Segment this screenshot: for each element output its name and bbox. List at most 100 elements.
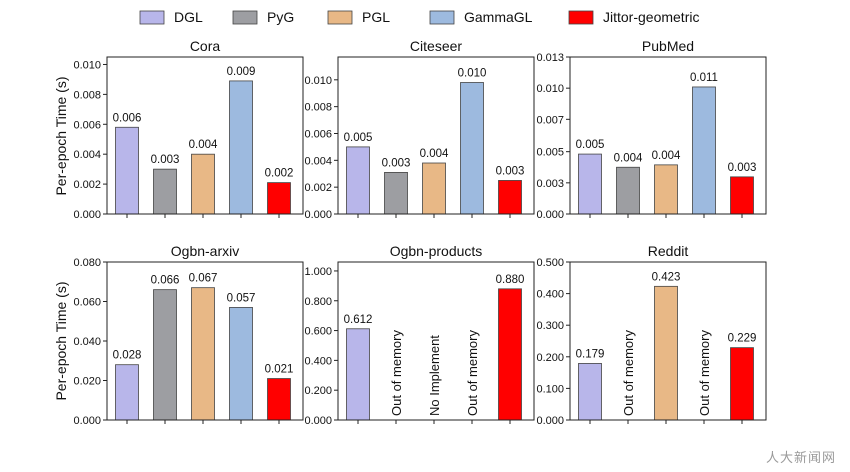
bar-value-label: 0.880 <box>496 274 525 286</box>
bar <box>498 288 522 421</box>
bar-value-label: 0.057 <box>227 292 256 304</box>
y-tick-label: 0.500 <box>536 257 564 269</box>
bar-value-label: 0.004 <box>652 150 681 162</box>
bar <box>191 287 215 421</box>
y-tick-label: 0.060 <box>73 297 101 309</box>
y-tick-label: 0.800 <box>304 296 332 308</box>
legend-label: PGL <box>362 9 390 25</box>
y-tick-label: 0.004 <box>304 155 332 167</box>
bar <box>384 172 408 215</box>
bar-value-label: 0.003 <box>151 154 180 166</box>
legend-label: DGL <box>174 9 203 25</box>
y-tick-label: 0.080 <box>73 257 101 269</box>
panel-title: PubMed <box>642 38 694 54</box>
bar <box>267 378 291 421</box>
bar-value-label: 0.612 <box>344 314 373 326</box>
bar <box>422 162 446 215</box>
bar <box>692 86 716 215</box>
bar-value-label: 0.004 <box>420 148 449 160</box>
bar-value-label: 0.179 <box>576 348 605 360</box>
bar-status-label: No Implement <box>427 335 442 416</box>
bar-value-label: 0.003 <box>496 165 525 177</box>
y-tick-label: 0.010 <box>304 75 332 87</box>
bar-value-label: 0.028 <box>113 350 142 362</box>
y-tick-label: 0.007 <box>536 114 564 126</box>
y-tick-label: 0.004 <box>73 149 101 161</box>
bar-value-label: 0.003 <box>382 157 411 169</box>
panel-title: Cora <box>190 38 221 54</box>
y-tick-label: 0.100 <box>536 383 564 395</box>
y-tick-label: 0.000 <box>536 415 564 427</box>
bar-value-label: 0.066 <box>151 275 180 287</box>
bar <box>730 347 754 421</box>
axes-frame <box>337 261 535 421</box>
bar <box>229 80 253 215</box>
axes-frame <box>337 56 535 215</box>
bar-value-label: 0.067 <box>189 273 218 285</box>
y-tick-label: 0.400 <box>536 289 564 301</box>
y-tick-label: 1.000 <box>304 266 332 278</box>
bar-value-label: 0.006 <box>113 112 142 124</box>
legend-swatch <box>139 10 165 25</box>
panel-title: Ogbn-products <box>390 243 483 259</box>
bar-value-label: 0.002 <box>265 168 294 180</box>
bar <box>616 166 640 215</box>
y-tick-label: 0.400 <box>304 355 332 367</box>
bar-value-label: 0.021 <box>265 364 294 376</box>
y-tick-label: 0.000 <box>304 415 332 427</box>
y-tick-label: 0.020 <box>73 376 101 388</box>
y-tick-label: 0.000 <box>536 209 564 221</box>
panel-title: Reddit <box>648 243 689 259</box>
bar <box>115 364 139 421</box>
panel-reddit: Reddit 0.000 0.100 0.200 0.300 0.400 0.500 0.17… <box>536 243 767 427</box>
legend-swatch <box>429 10 455 25</box>
legend-label: GammaGL <box>464 9 533 25</box>
bar-value-label: 0.004 <box>614 152 643 164</box>
bar <box>578 363 602 421</box>
y-tick-label: 0.006 <box>73 119 101 131</box>
bar <box>498 180 522 215</box>
bar-value-label: 0.003 <box>728 162 757 174</box>
y-tick-label: 0.003 <box>536 178 564 190</box>
legend-label: Jittor-geometric <box>603 9 699 25</box>
bar <box>578 153 602 215</box>
plots: Cora 0.000 0.002 0.004 0.006 0.008 0.010 0.006 0… <box>53 38 767 427</box>
bar <box>267 182 291 215</box>
bar <box>153 168 177 215</box>
bar-status-label: Out of memory <box>389 330 404 416</box>
axes-frame <box>569 261 767 421</box>
bar-status-label: Out of memory <box>697 330 712 416</box>
panel-title: Ogbn-arxiv <box>171 243 239 259</box>
y-tick-label: 0.040 <box>73 336 101 348</box>
bar <box>229 307 253 421</box>
legend-swatch <box>568 10 594 25</box>
bar-value-label: 0.011 <box>690 72 718 84</box>
y-tick-label: 0.002 <box>73 179 101 191</box>
legend-label: PyG <box>267 9 294 25</box>
bar-value-label: 0.005 <box>576 139 605 151</box>
y-tick-label: 0.010 <box>536 83 564 95</box>
y-tick-label: 0.008 <box>73 89 101 101</box>
bar-status-label: Out of memory <box>621 330 636 416</box>
legend: DGL PyG PGL GammaGL Jittor-geometric <box>139 9 699 25</box>
axes-frame <box>106 261 304 421</box>
bar <box>115 126 139 215</box>
panel-ogbn-products: Ogbn-products 0.000 0.200 0.400 0.600 0.800 1.… <box>304 243 535 427</box>
y-tick-label: 0.300 <box>536 320 564 332</box>
y-axis-label: Per-epoch Time (s) <box>53 76 69 195</box>
bar-value-label: 0.423 <box>652 271 681 283</box>
legend-swatch <box>327 10 353 25</box>
bar <box>654 164 678 215</box>
bar-value-label: 0.229 <box>728 333 757 345</box>
bar-value-label: 0.010 <box>458 67 487 79</box>
bar <box>346 328 370 421</box>
y-tick-label: 0.002 <box>304 182 332 194</box>
bar <box>730 176 754 215</box>
y-tick-label: 0.005 <box>536 147 564 159</box>
y-tick-label: 0.000 <box>73 415 101 427</box>
bar-value-label: 0.009 <box>227 66 256 78</box>
bar <box>346 146 370 215</box>
bar-status-label: Out of memory <box>465 330 480 416</box>
bar <box>153 289 177 421</box>
